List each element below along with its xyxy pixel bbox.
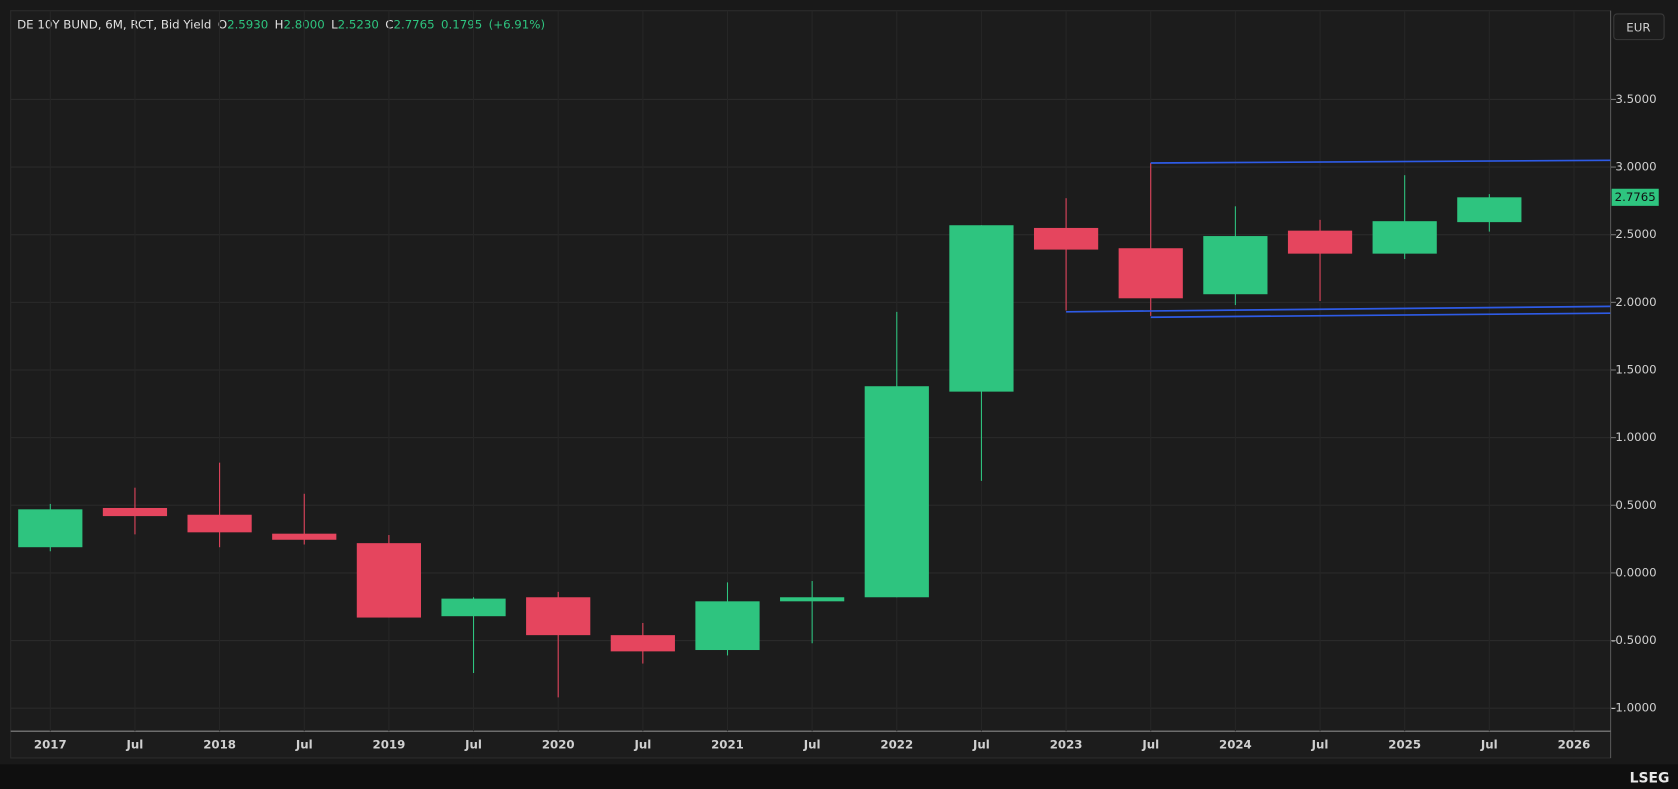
candle-body (272, 533, 337, 540)
x-tick-label: Jul (1480, 738, 1498, 752)
x-tick-label: 2023 (1050, 738, 1083, 752)
trendline (1066, 305, 1611, 313)
candle-body (441, 598, 506, 617)
candle-body (1457, 197, 1522, 223)
header-value: 2.7765 (393, 17, 434, 31)
header-title: DE 10Y BUND, 6M, RCT, Bid Yield (17, 17, 211, 31)
x-tick-label: 2026 (1558, 738, 1591, 752)
x-tick-label: 2021 (711, 738, 744, 752)
candle-body (780, 597, 845, 602)
header-change-pct: (+6.91%) (489, 17, 545, 31)
x-tick-label: Jul (1141, 738, 1159, 752)
header-value: 2.5230 (338, 17, 379, 31)
x-tick-label: 2025 (1388, 738, 1421, 752)
y-tick-label: 0.5000 (1615, 498, 1656, 512)
candle-body (356, 543, 421, 618)
trendline (1150, 312, 1611, 319)
x-tick-label: Jul (803, 738, 821, 752)
x-tick-label: 2024 (1219, 738, 1252, 752)
ohlc-header: DE 10Y BUND, 6M, RCT, Bid Yield O2.5930 H 2… (17, 17, 545, 31)
y-tick-label: 1.0000 (1615, 430, 1656, 444)
candle-body (1203, 236, 1268, 295)
candle-body (1033, 227, 1099, 250)
candle-body (610, 635, 675, 652)
header-key: L (331, 17, 338, 31)
x-tick-label: Jul (295, 738, 313, 752)
y-tick-label: 3.5000 (1615, 92, 1656, 106)
plot-area (10, 10, 1612, 759)
x-tick-label: 2019 (373, 738, 406, 752)
x-tick-label: Jul (1311, 738, 1329, 752)
x-tick-label: 2022 (880, 738, 913, 752)
trendline (1150, 159, 1611, 164)
header-key: O (218, 17, 227, 31)
header-key: H (275, 17, 284, 31)
y-tick-label: 0.0000 (1615, 565, 1656, 579)
candle-body (102, 507, 168, 517)
y-tick-label: -0.5000 (1611, 633, 1656, 647)
x-tick-label: Jul (464, 738, 482, 752)
currency-label[interactable]: EUR (1626, 20, 1650, 34)
currency-button[interactable] (1613, 13, 1665, 41)
candle-body (864, 386, 929, 598)
y-tick-label: 2.5000 (1615, 227, 1656, 241)
y-tick-label: -1.0000 (1611, 701, 1656, 715)
footer-bar (0, 764, 1678, 789)
header-value: 2.5930 (227, 17, 268, 31)
brand-logo: LSEG (1630, 770, 1670, 786)
x-tick-label: Jul (972, 738, 990, 752)
x-tick-label: 2018 (203, 738, 236, 752)
x-tick-label: 2017 (34, 738, 67, 752)
x-tick-label: Jul (126, 738, 144, 752)
candle-body (695, 601, 760, 651)
header-text: DE 10Y BUND, 6M, RCT, Bid Yield O2.5930 H 2… (17, 17, 545, 31)
x-tick-label: 2020 (542, 738, 575, 752)
y-tick-label: 3.0000 (1615, 160, 1656, 174)
x-tick-label: Jul (633, 738, 651, 752)
y-tick-label: 2.0000 (1615, 295, 1656, 309)
candle-body (949, 225, 1014, 392)
last-price-label: 2.7765 (1615, 190, 1656, 204)
candle-body (18, 509, 83, 548)
candle-body (187, 514, 252, 533)
last-price-tag (1611, 188, 1659, 206)
candle-body (1287, 230, 1353, 254)
header-change: 0.1795 (441, 17, 482, 31)
candle-body (526, 597, 591, 636)
candle-body (1118, 248, 1183, 299)
candle-body (1372, 221, 1437, 254)
y-tick-label: 1.5000 (1615, 362, 1656, 376)
